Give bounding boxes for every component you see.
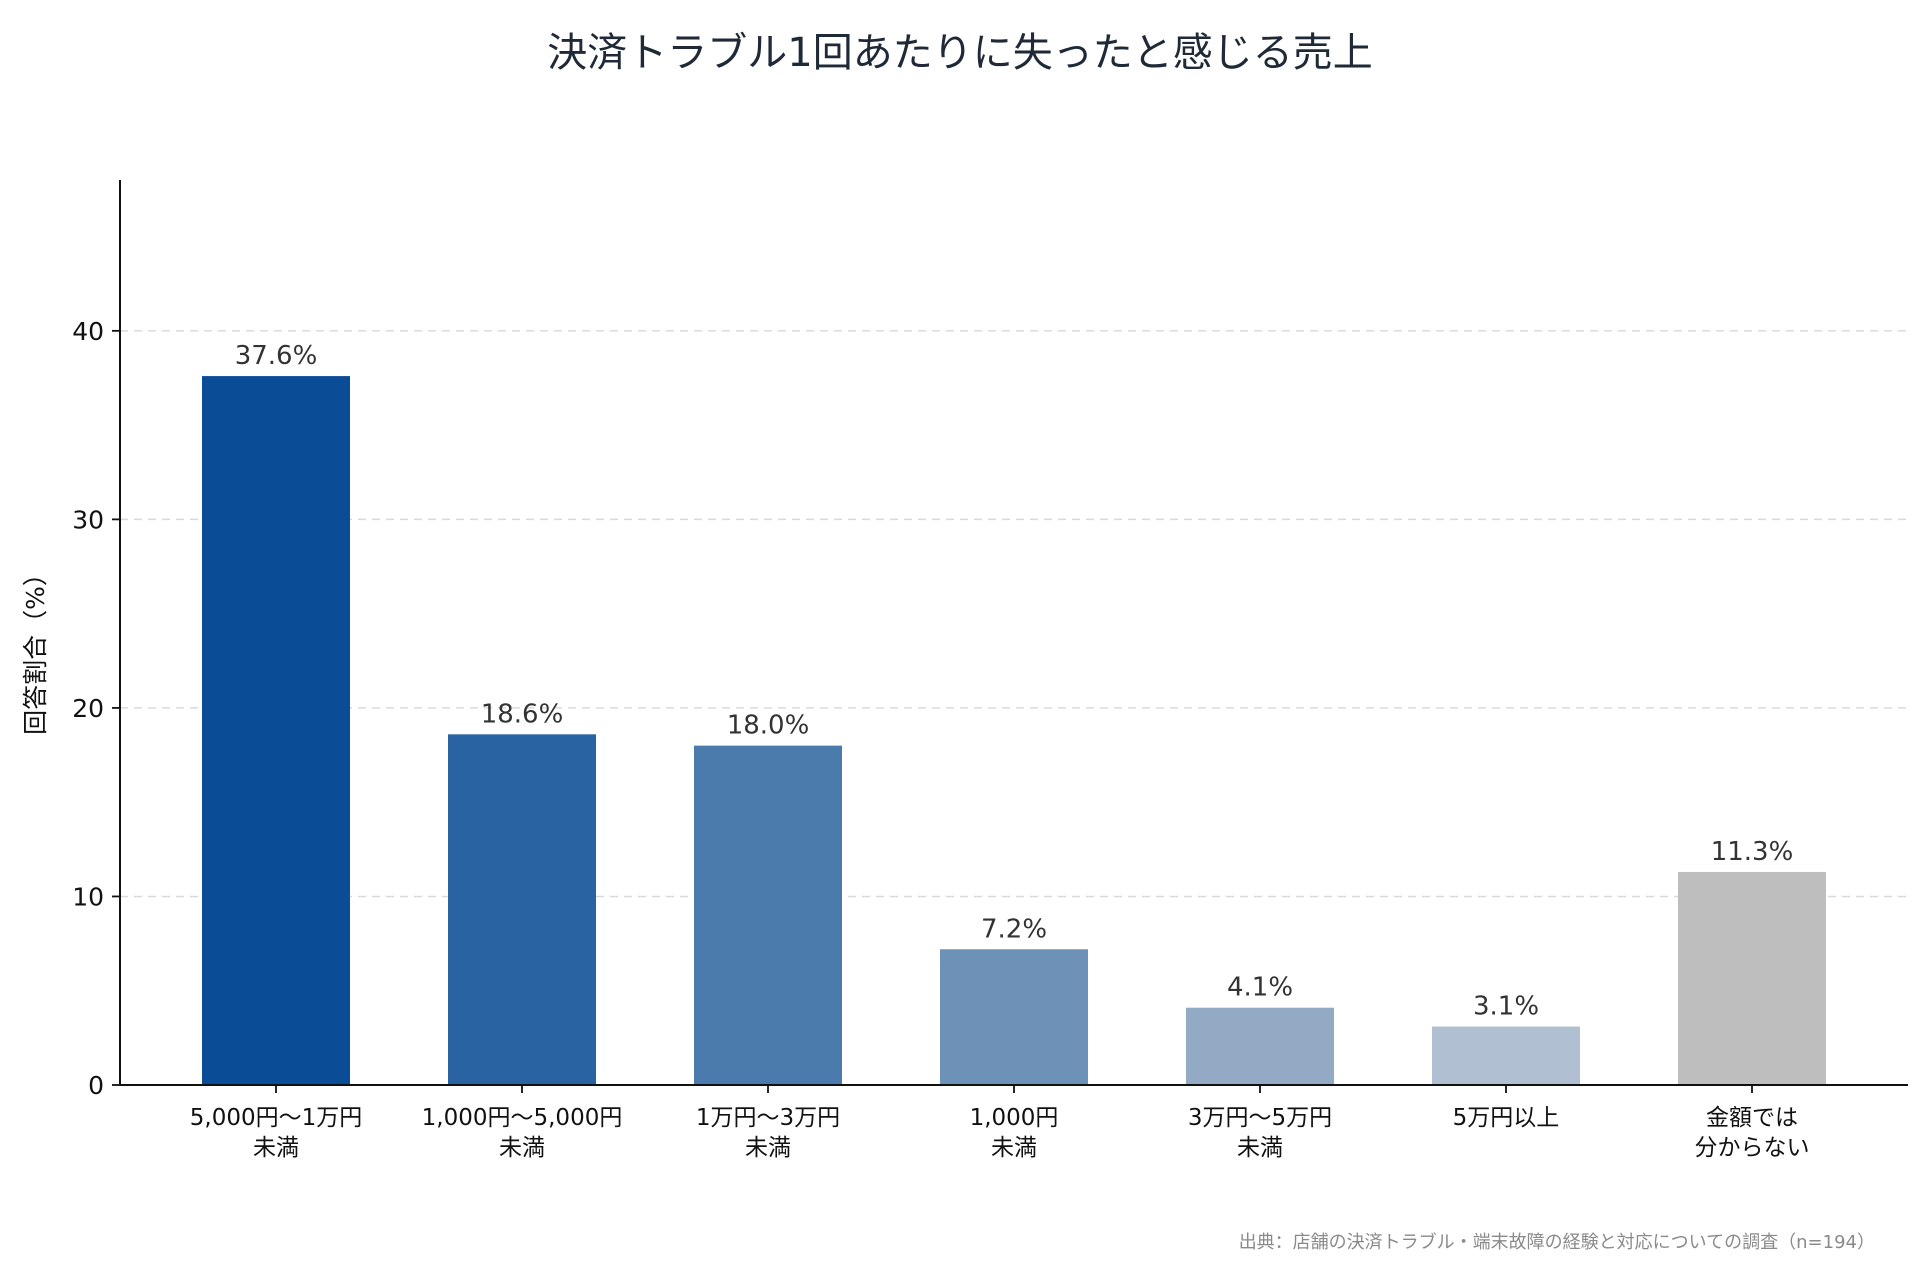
- x-tick-label: 未満: [499, 1135, 545, 1161]
- bar: [448, 734, 596, 1085]
- bar: [1678, 871, 1826, 1085]
- y-ticks: 0 10 20 30 40: [72, 317, 120, 1100]
- x-tick-label: 5,000円〜1万円: [190, 1105, 362, 1131]
- bar-value-label: 18.6%: [481, 699, 564, 729]
- bar: [940, 949, 1088, 1085]
- bar: [202, 376, 350, 1085]
- bar-value-label: 37.6%: [235, 341, 318, 371]
- y-tick-label: 40: [72, 317, 104, 346]
- x-tick-label: 1,000円〜5,000円: [422, 1105, 623, 1131]
- x-tick-label: 分からない: [1695, 1135, 1810, 1161]
- y-tick-label: 20: [72, 694, 104, 723]
- x-tick-label: 5万円以上: [1453, 1105, 1560, 1131]
- x-tick-label: 1万円〜3万円: [696, 1105, 840, 1131]
- y-tick-label: 30: [72, 505, 104, 534]
- x-tick-label: 金額では: [1706, 1105, 1798, 1131]
- x-tick-label: 未満: [991, 1135, 1037, 1161]
- x-tick-label: 未満: [253, 1135, 299, 1161]
- bar-value-label: 4.1%: [1227, 973, 1293, 1003]
- bar: [1186, 1007, 1334, 1085]
- x-tick-label: 1,000円: [970, 1105, 1059, 1131]
- bar-value-label: 11.3%: [1711, 837, 1794, 867]
- bar-value-label: 7.2%: [981, 914, 1047, 944]
- value-labels: 37.6% 18.6% 18.0% 7.2% 4.1% 3.1% 11.3%: [235, 341, 1794, 1021]
- x-tick-label: 3万円〜5万円: [1188, 1105, 1332, 1131]
- y-tick-label: 0: [88, 1071, 104, 1100]
- grid-lines: [120, 330, 1908, 898]
- x-tick-label: 未満: [745, 1135, 791, 1161]
- source-note: 出典：店舗の決済トラブル・端末故障の経験と対応についての調査（n=194）: [1239, 1231, 1875, 1253]
- x-tick-label: 未満: [1237, 1135, 1283, 1161]
- bars: [202, 376, 1826, 1085]
- bar-value-label: 18.0%: [727, 711, 810, 741]
- y-tick-label: 10: [72, 882, 104, 911]
- x-ticks: 5,000円〜1万円未満1,000円〜5,000円未満1万円〜3万円未満1,00…: [190, 1085, 1810, 1161]
- bar: [694, 745, 842, 1085]
- bar: [1432, 1026, 1580, 1085]
- y-axis-label: 回答割合（%）: [21, 561, 50, 735]
- bar-value-label: 3.1%: [1473, 992, 1539, 1022]
- chart-title: 決済トラブル1回あたりに失ったと感じる売上: [547, 30, 1372, 76]
